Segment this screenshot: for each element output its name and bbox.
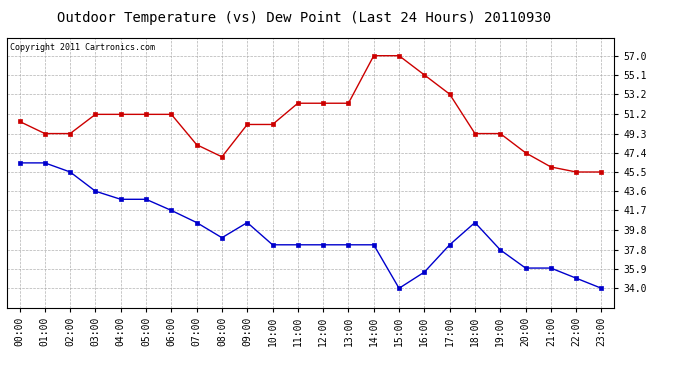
- Text: Outdoor Temperature (vs) Dew Point (Last 24 Hours) 20110930: Outdoor Temperature (vs) Dew Point (Last…: [57, 11, 551, 25]
- Text: Copyright 2011 Cartronics.com: Copyright 2011 Cartronics.com: [10, 43, 155, 52]
